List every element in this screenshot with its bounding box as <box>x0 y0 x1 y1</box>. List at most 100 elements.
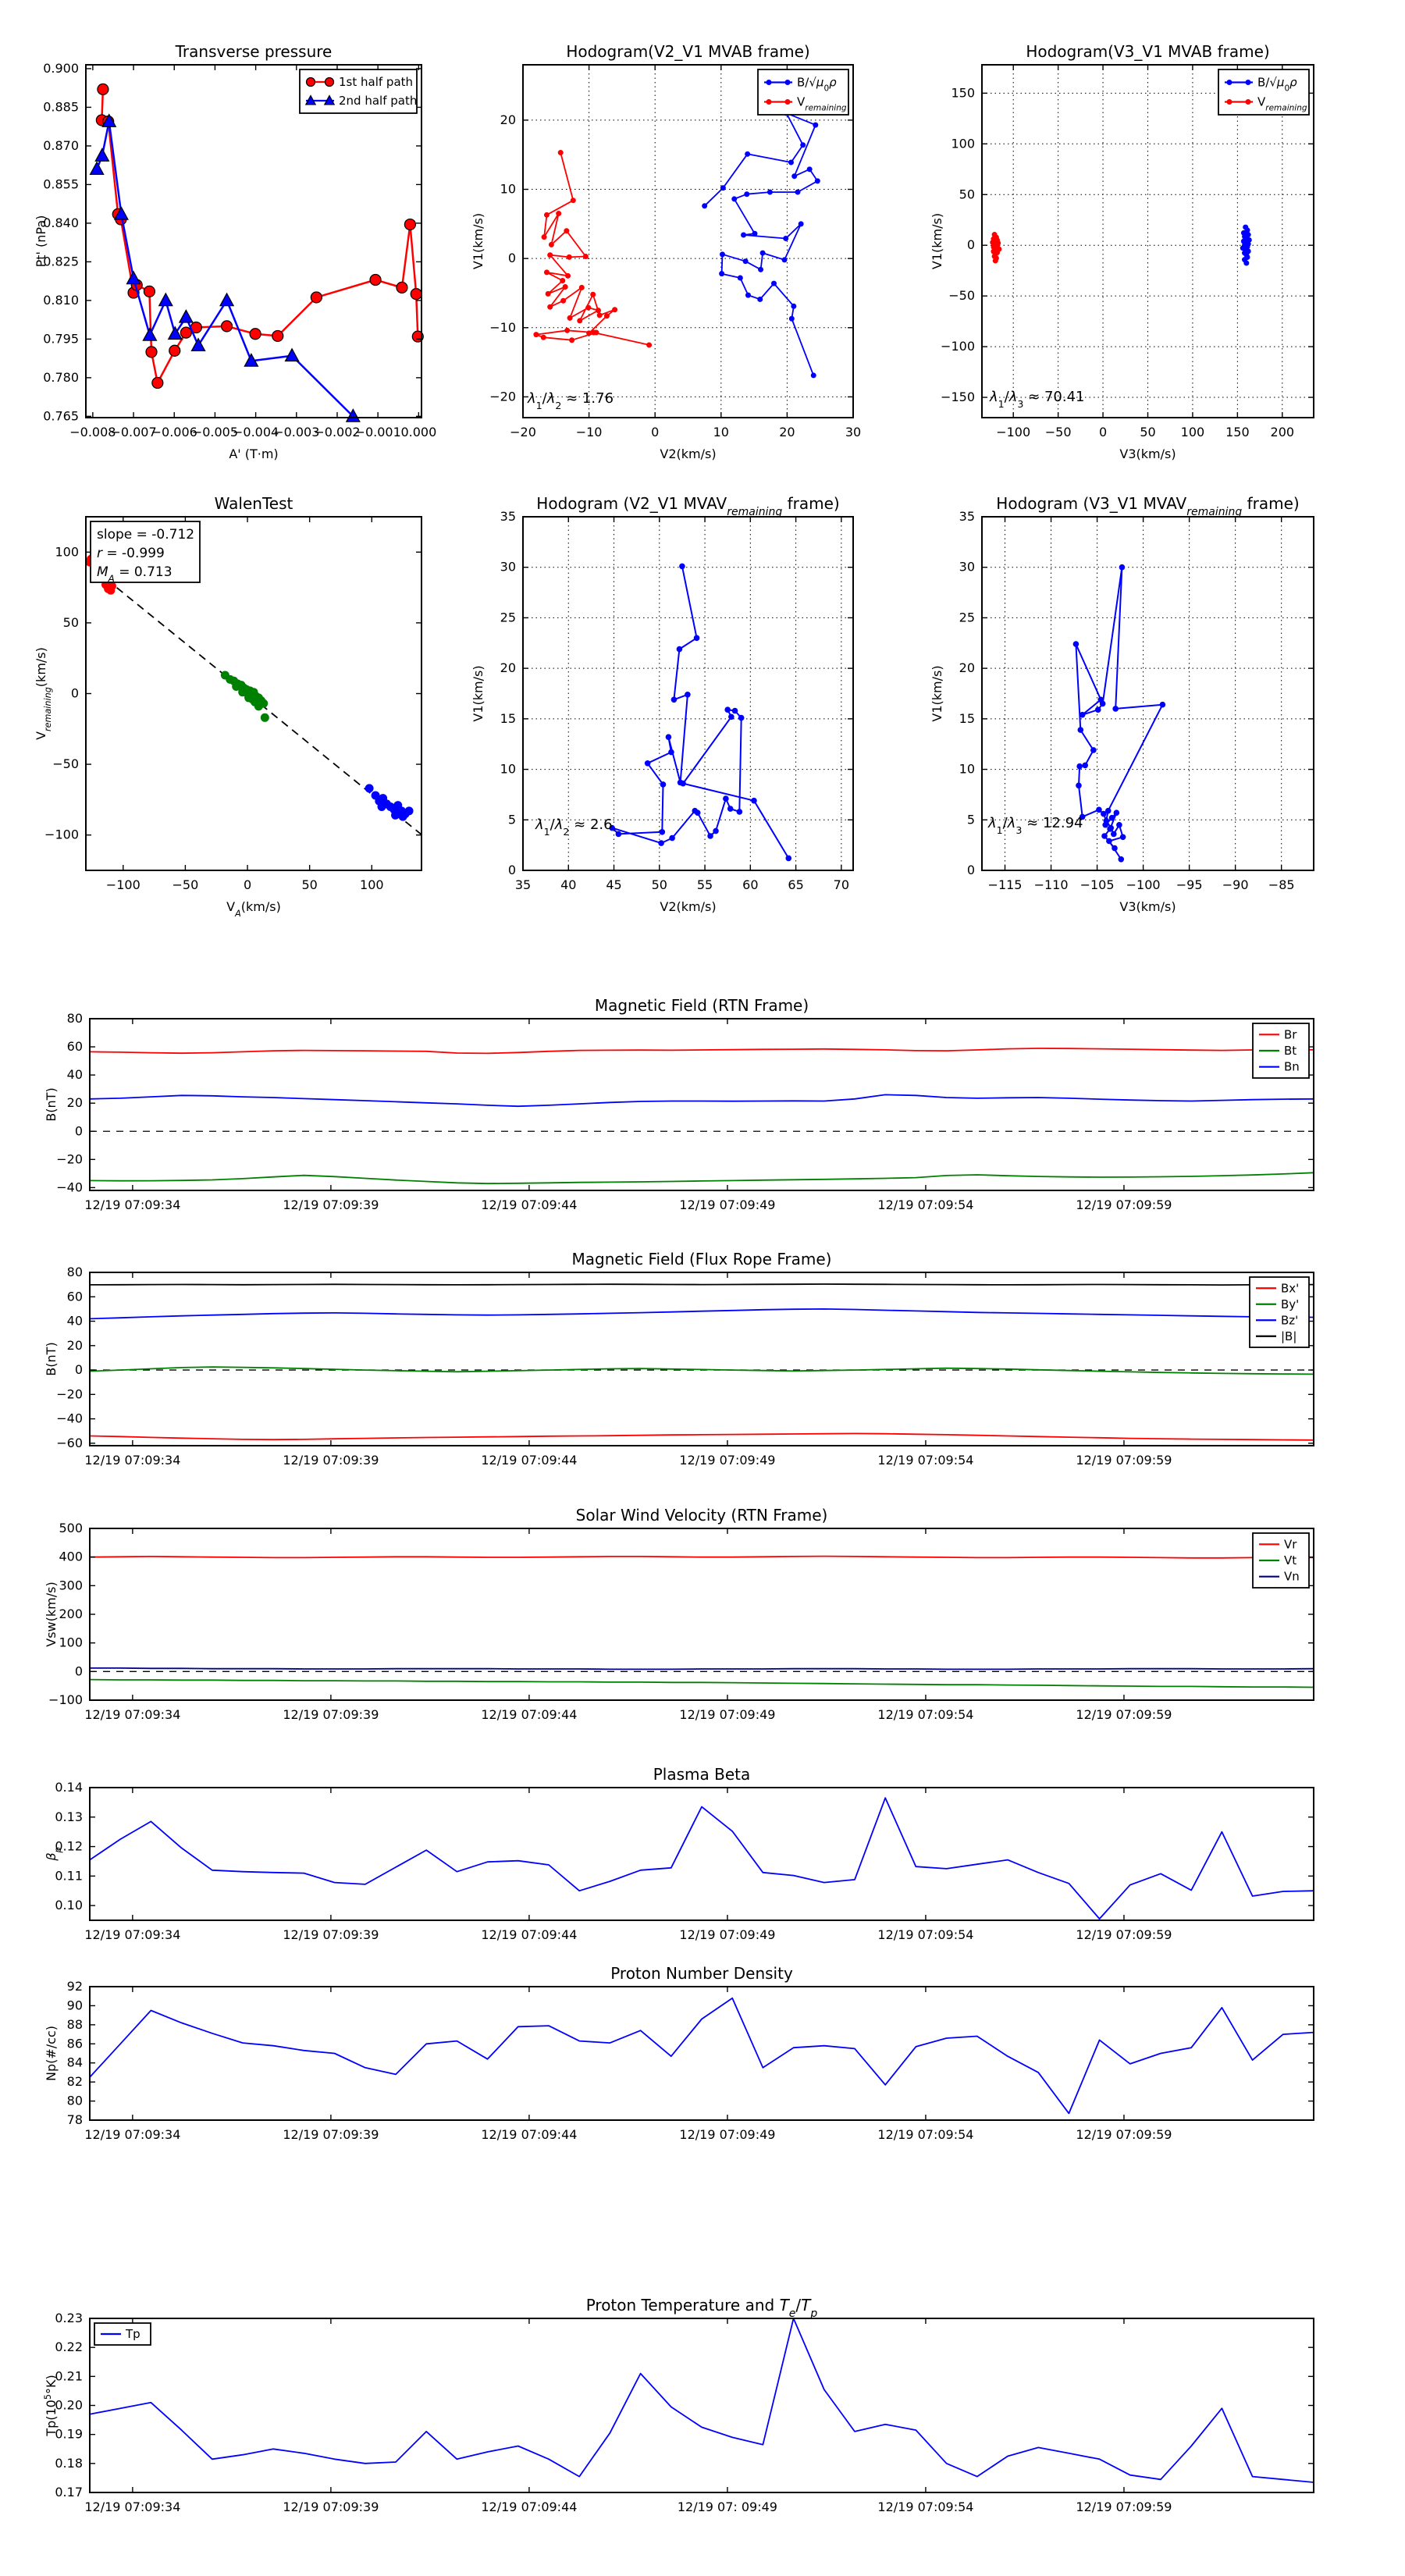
y-tick-label: 0.795 <box>43 331 79 346</box>
dot-marker <box>752 230 758 237</box>
y-tick-label: 60 <box>67 1039 83 1054</box>
dot-marker <box>1226 99 1232 105</box>
axis-ticks: −20 −10 0 10 20 30 20 10 0 −10 −20 <box>489 65 861 439</box>
x-tick-label: 12/19 07:09:44 <box>481 1197 577 1212</box>
y-tick-label: 0 <box>75 1362 83 1377</box>
dot-marker <box>791 303 797 309</box>
y-tick-label: 92 <box>67 1979 83 1994</box>
panel-hodogram-v2v1-mvab: −20 −10 0 10 20 30 20 10 0 −10 −20 Hodogram(V2_V1 M… <box>471 42 861 461</box>
y-tick-label: 30 <box>959 560 975 575</box>
dot-marker <box>992 258 998 264</box>
y-tick-label: 60 <box>67 1289 83 1304</box>
stats-line: r = -0.999 <box>97 546 165 561</box>
x-tick-label: 35 <box>515 877 531 892</box>
y-tick-label: 0.885 <box>43 99 79 114</box>
dot-marker <box>1101 810 1107 817</box>
triangle-marker <box>126 270 141 285</box>
x-tick-label: 12/19 07:09:59 <box>1076 1453 1172 1468</box>
y-tick-label: 0.13 <box>55 1809 83 1824</box>
series-v-remaining-cluster <box>990 232 1002 264</box>
legend-item: |B| <box>1256 1329 1297 1343</box>
legend-label: By' <box>1281 1297 1299 1311</box>
x-tick-label: 50 <box>652 877 667 892</box>
dot-marker <box>766 80 772 85</box>
axis-ticks: −100 −50 0 50 100 100 50 0 −50 −100 <box>44 517 422 892</box>
dot-marker <box>736 809 743 815</box>
series-line-Np <box>89 1997 1314 2115</box>
y-tick-label: −20 <box>56 1386 83 1401</box>
legend-label: Vr <box>1284 1537 1297 1551</box>
legend: Tp <box>94 2322 151 2346</box>
y-tick-label: 0 <box>75 1123 83 1138</box>
x-tick-label: −110 <box>1034 877 1069 892</box>
stats-box: slope = -0.712 r = -0.999 MA = 0.713 <box>90 521 201 584</box>
triangle-marker <box>178 309 194 323</box>
y-tick-label: 10 <box>959 762 975 777</box>
y-tick-label: 0.825 <box>43 254 79 269</box>
dot-marker <box>668 749 674 756</box>
x-tick-label: 12/19 07:09:54 <box>877 1707 973 1722</box>
dot-marker <box>694 809 701 817</box>
axis-ticks: −100 −50 0 50 100 150 200 150 100 50 0 −50 −100 −150 <box>941 65 1314 439</box>
y-tick-label: 0.870 <box>43 138 79 153</box>
panel-title: Solar Wind Velocity (RTN Frame) <box>576 1506 828 1525</box>
y-tick-label: 0 <box>508 251 516 265</box>
triangle-marker <box>142 327 158 341</box>
dot-marker <box>560 278 566 284</box>
x-tick-label: 12/19 07:09:54 <box>877 1453 973 1468</box>
series-b-over-sqrt-mu0rho <box>702 110 820 379</box>
dot-marker <box>603 313 610 319</box>
dot-marker <box>737 275 743 281</box>
x-tick-label: −0.004 <box>233 425 279 439</box>
legend-item: Vn <box>1259 1570 1300 1584</box>
dot-marker <box>543 269 550 276</box>
x-tick-label: 12/19 07:09:44 <box>481 1707 577 1722</box>
y-tick-label: −100 <box>44 827 79 842</box>
dot-marker <box>1079 711 1086 718</box>
dot-marker <box>759 250 766 256</box>
series-line-Tp <box>89 2318 1314 2483</box>
dot-marker <box>540 334 546 340</box>
dot-marker <box>564 327 571 333</box>
x-tick-label: 12/19 07:09:44 <box>481 1927 577 1942</box>
circle-marker <box>151 376 164 390</box>
series-B-magnitude <box>89 1283 1314 1286</box>
y-tick-label: −100 <box>941 339 975 354</box>
dot-marker <box>1112 845 1118 852</box>
series-Br <box>89 1048 1314 1055</box>
series-line-v2v1-path <box>611 566 790 859</box>
dot-marker <box>751 797 757 804</box>
y-tick-label: 5 <box>508 812 516 827</box>
y-axis-label: Vremaining(km/s) <box>34 647 53 740</box>
axes-frame <box>981 516 1314 871</box>
dot-marker <box>728 713 735 720</box>
y-tick-label: 82 <box>67 2074 83 2089</box>
dot-marker <box>1111 831 1117 838</box>
y-tick-label: 0.18 <box>55 2456 83 2471</box>
legend-label: Tp <box>125 2327 140 2341</box>
circle-marker <box>249 328 261 340</box>
dot-marker <box>615 831 622 838</box>
triangle-marker <box>219 292 235 307</box>
y-tick-label: 0.11 <box>55 1868 83 1883</box>
stats-line: MA = 0.713 <box>97 564 173 584</box>
y-axis-label: βp <box>44 1847 63 1861</box>
gridlines <box>523 517 853 870</box>
legend-label: B/√μ0ρ <box>797 76 837 94</box>
y-axis-label: V1(km/s) <box>930 665 944 721</box>
x-axis-label: A' (T·m) <box>229 447 278 461</box>
y-tick-label: 20 <box>500 660 516 675</box>
x-tick-label: 45 <box>606 877 621 892</box>
dot-marker <box>713 827 719 834</box>
circle-marker <box>396 281 408 294</box>
x-tick-label: 12/19 07:09:34 <box>84 1707 180 1722</box>
dot-marker <box>770 280 777 286</box>
y-tick-label: 0.12 <box>55 1839 83 1854</box>
dot-marker <box>1119 834 1126 841</box>
dot-marker <box>1159 701 1166 708</box>
dot-marker <box>1096 806 1102 813</box>
y-tick-label: 25 <box>500 610 516 624</box>
circle-marker <box>97 83 109 95</box>
